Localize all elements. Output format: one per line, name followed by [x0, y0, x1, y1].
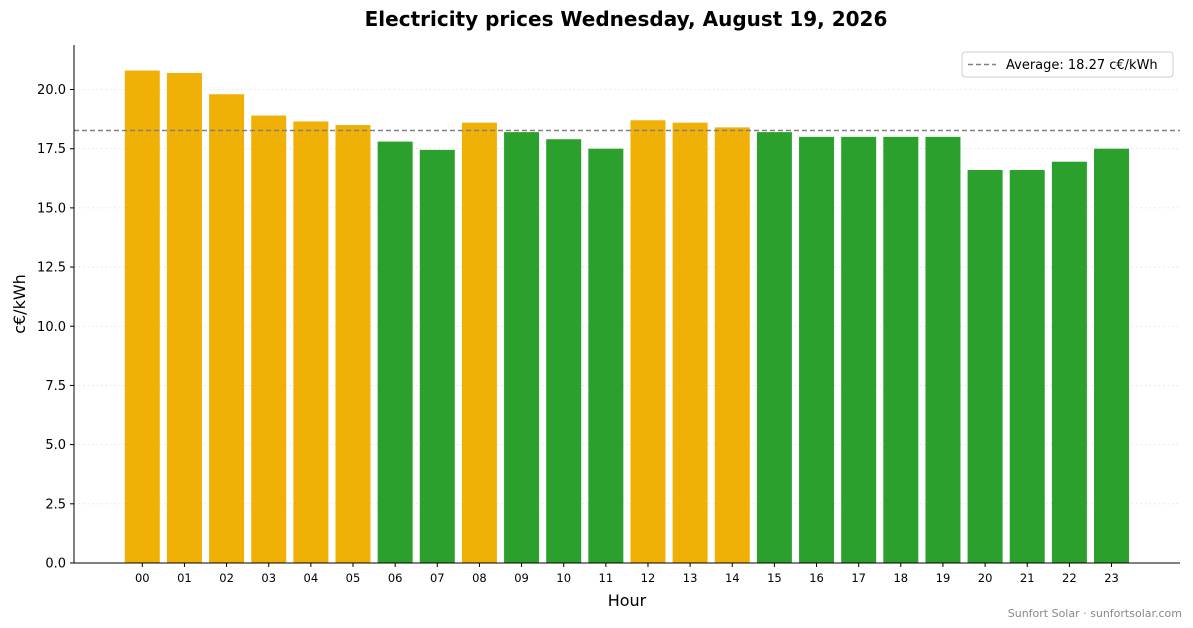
bar-hour-19 [925, 136, 961, 563]
x-tick-label: 04 [304, 571, 319, 585]
bar-hour-10 [546, 139, 582, 564]
bar-hour-16 [799, 136, 835, 563]
x-tick-label: 00 [135, 571, 150, 585]
bar-hour-11 [588, 148, 624, 563]
x-tick-label: 23 [1104, 571, 1119, 585]
x-tick-label: 14 [725, 571, 740, 585]
y-tick-label: 12.5 [37, 261, 66, 276]
x-tick-label: 10 [556, 571, 571, 585]
bar-hour-14 [714, 127, 750, 563]
x-tick-label: 05 [346, 571, 361, 585]
legend-average-label: Average: 18.27 c€/kWh [1006, 58, 1158, 73]
y-tick-label: 10.0 [37, 320, 66, 335]
bar-hour-12 [630, 120, 666, 564]
x-tick-label: 07 [430, 571, 445, 585]
x-tick-label: 17 [851, 571, 866, 585]
x-tick-label: 21 [1020, 571, 1035, 585]
bar-hour-05 [335, 125, 371, 563]
bar-hour-13 [672, 122, 708, 563]
bars [124, 70, 1130, 564]
x-ticks: 00 01 02 03 04 05 06 07 08 09 10 11 12 13 14 15 16 17 18 19… [135, 563, 1119, 585]
bar-hour-06 [377, 141, 413, 563]
x-tick-label: 18 [893, 571, 908, 585]
x-tick-label: 22 [1062, 571, 1077, 585]
y-tick-label: 20.0 [37, 83, 66, 98]
bar-hour-23 [1094, 148, 1130, 563]
x-tick-label: 02 [219, 571, 234, 585]
y-tick-label: 15.0 [37, 201, 66, 216]
y-ticks: 0.0 2.5 5.0 7.5 10.0 12.5 15.0 17.5 20.0 [37, 83, 74, 572]
x-tick-label: 16 [809, 571, 824, 585]
y-axis-label: c€/kWh [10, 274, 29, 334]
bar-hour-07 [419, 149, 455, 564]
bar-hour-15 [756, 132, 792, 563]
x-tick-label: 06 [388, 571, 403, 585]
bar-hour-03 [251, 115, 287, 563]
bar-hour-02 [209, 94, 245, 564]
y-tick-label: 2.5 [45, 497, 66, 512]
bar-hour-09 [504, 132, 540, 563]
bar-hour-18 [883, 136, 919, 563]
y-tick-label: 7.5 [45, 379, 66, 394]
bar-hour-21 [1009, 170, 1045, 563]
bar-hour-08 [461, 122, 497, 563]
chart-title: Electricity prices Wednesday, August 19,… [365, 7, 888, 31]
x-tick-label: 15 [767, 571, 782, 585]
x-tick-label: 09 [514, 571, 529, 585]
axes [73, 45, 1180, 564]
bar-hour-17 [841, 136, 877, 563]
bar-hour-04 [293, 121, 329, 563]
y-tick-label: 17.5 [37, 142, 66, 157]
bar-hour-22 [1051, 161, 1087, 563]
y-tick-label: 5.0 [45, 438, 66, 453]
x-tick-label: 08 [472, 571, 487, 585]
x-tick-label: 12 [641, 571, 656, 585]
x-tick-label: 19 [936, 571, 951, 585]
bar-hour-00 [124, 70, 160, 564]
legend-frame [961, 51, 1174, 78]
x-tick-label: 01 [177, 571, 192, 585]
legend: Average: 18.27 c€/kWh [961, 51, 1174, 78]
x-tick-label: 03 [261, 571, 276, 585]
credit-text: Sunfort Solar · sunfortsolar.com [1008, 607, 1182, 620]
bar-hour-01 [166, 72, 202, 564]
bar-hour-20 [967, 170, 1003, 563]
x-tick-label: 13 [683, 571, 698, 585]
y-tick-label: 0.0 [45, 557, 66, 572]
x-axis-label: Hour [608, 591, 647, 610]
x-tick-label: 20 [978, 571, 993, 585]
x-tick-label: 11 [599, 571, 614, 585]
